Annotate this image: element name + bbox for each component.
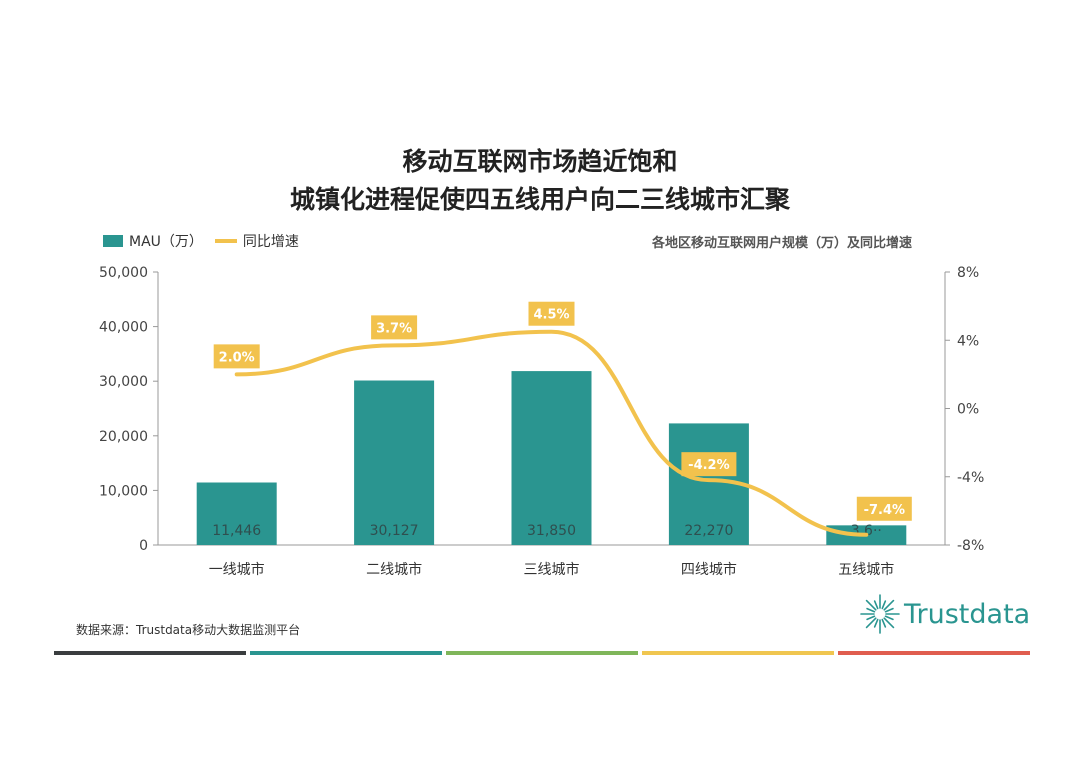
y-tick-label-right: -8% xyxy=(957,538,984,554)
x-tick-label: 五线城市 xyxy=(838,561,894,578)
sunburst-ray xyxy=(881,618,887,628)
legend-line-swatch xyxy=(214,239,237,243)
growth-label: 4.5% xyxy=(533,308,569,323)
chart-title-line1: 移动互联网市场趋近饱和 xyxy=(402,147,678,176)
sunburst-ray xyxy=(883,599,895,611)
x-tick-label: 四线城市 xyxy=(681,561,737,578)
footer-color-stripes xyxy=(54,651,1030,655)
growth-label-box xyxy=(856,496,912,521)
legend-line-label: 同比增速 xyxy=(242,234,299,250)
y-tick-label-left: 10,000 xyxy=(99,483,148,499)
footer-stripe xyxy=(446,651,638,655)
bar-value-label: 30,127 xyxy=(370,523,419,539)
footer-stripe xyxy=(642,651,834,655)
sunburst-ray xyxy=(873,618,879,628)
y-tick-label-left: 30,000 xyxy=(99,374,148,390)
sunburst-ray xyxy=(884,615,894,621)
growth-label-box xyxy=(681,452,737,477)
x-tick-label: 三线城市 xyxy=(524,561,580,578)
sunburst-ray xyxy=(865,617,877,629)
growth-label: -7.4% xyxy=(864,503,905,518)
x-tick-label: 一线城市 xyxy=(209,561,265,578)
growth-label: 2.0% xyxy=(219,350,255,365)
sunburst-ray xyxy=(881,600,887,610)
growth-label-box xyxy=(528,301,575,326)
bar-value-label: 22,270 xyxy=(684,523,733,539)
sunburst-ray xyxy=(873,600,879,610)
trustdata-logo: Trustdata xyxy=(858,592,1030,636)
bar-value-label: 11,446 xyxy=(212,523,261,539)
sunburst-ray xyxy=(865,599,877,611)
growth-label-box xyxy=(213,344,260,369)
growth-label-box xyxy=(371,315,418,340)
y-tick-label-left: 50,000 xyxy=(99,265,148,281)
sunburst-ray xyxy=(866,607,876,613)
sunburst-ray xyxy=(883,617,895,629)
logo-text: Trustdata xyxy=(904,598,1031,630)
y-tick-label-right: 0% xyxy=(957,402,979,418)
bar-mau xyxy=(511,371,592,545)
chart-legend: MAU（万） 同比增速 xyxy=(103,231,299,251)
chart-subtitle: 各地区移动互联网用户规模（万）及同比增速 xyxy=(651,236,912,251)
bar-value-label: 31,850 xyxy=(527,523,576,539)
y-tick-label-right: 4% xyxy=(957,333,979,349)
chart-title-line2: 城镇化进程促使四五线用户向二三线城市汇聚 xyxy=(289,185,790,214)
bar-mau xyxy=(354,380,435,545)
y-tick-label-left: 40,000 xyxy=(99,320,148,336)
y-tick-label-left: 0 xyxy=(139,538,148,554)
legend-bar-swatch xyxy=(103,235,123,247)
y-tick-label-left: 20,000 xyxy=(99,429,148,445)
growth-label: 3.7% xyxy=(376,321,412,336)
data-source-note: 数据来源：Trustdata移动大数据监测平台 xyxy=(76,623,301,637)
y-tick-label-right: -4% xyxy=(957,470,984,486)
footer-stripe xyxy=(250,651,442,655)
bar-mau xyxy=(196,482,277,545)
footer-stripe xyxy=(54,651,246,655)
growth-label: -4.2% xyxy=(688,458,729,473)
sunburst-ray xyxy=(884,607,894,613)
sunburst-icon xyxy=(860,594,900,634)
y-tick-label-right: 8% xyxy=(957,265,979,281)
legend-bar-label: MAU（万） xyxy=(129,234,203,250)
sunburst-ray xyxy=(866,615,876,621)
footer-stripe xyxy=(838,651,1030,655)
growth-rate-line xyxy=(234,329,869,537)
x-tick-label: 二线城市 xyxy=(366,561,422,578)
